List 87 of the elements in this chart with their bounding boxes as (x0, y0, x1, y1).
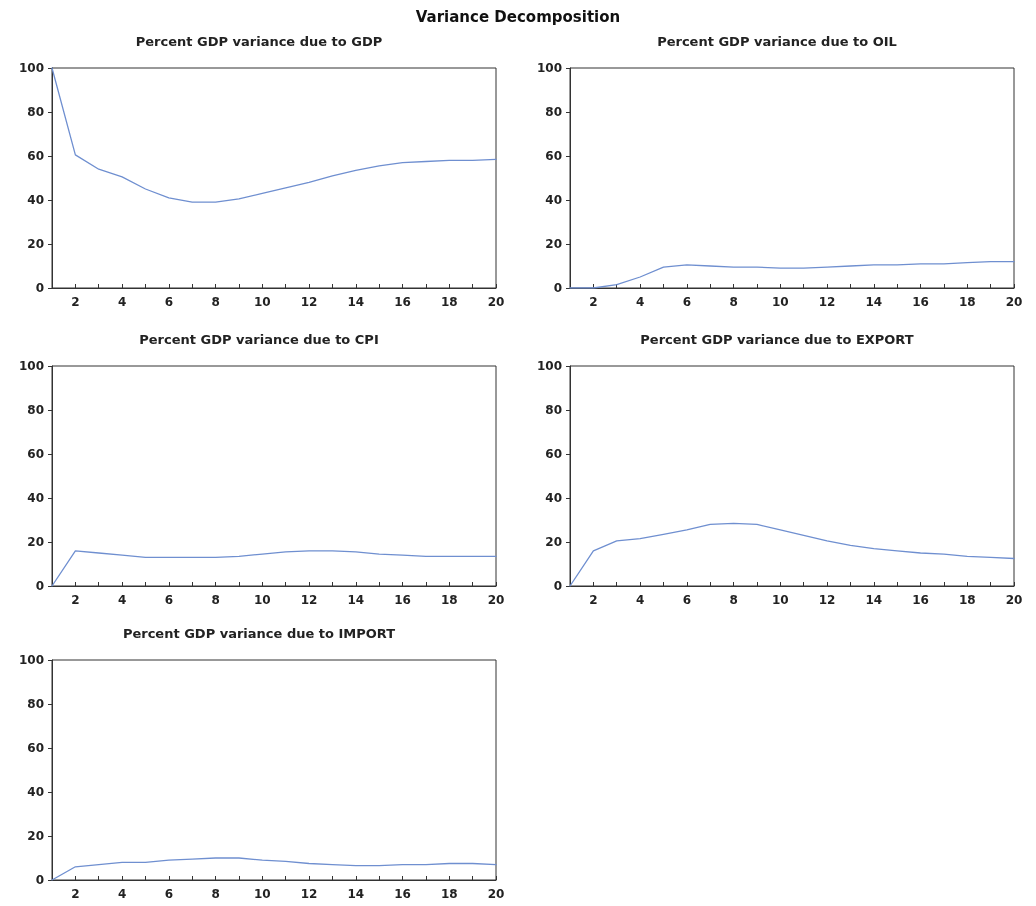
chart-title: Percent GDP variance due to IMPORT (122, 626, 396, 641)
y-tick-label: 80 (27, 403, 44, 417)
y-tick-label: 80 (27, 105, 44, 119)
y-tick-label: 20 (545, 535, 562, 549)
x-tick-label: 18 (440, 887, 458, 901)
y-tick-label: 40 (27, 491, 44, 505)
x-tick-label: 14 (347, 593, 365, 607)
y-tick-label: 60 (27, 741, 44, 755)
x-tick-label: 20 (487, 593, 505, 607)
x-tick-label: 4 (635, 593, 645, 607)
x-tick-label: 14 (347, 295, 365, 309)
y-tick-label: 0 (35, 873, 44, 887)
y-tick-label: 40 (27, 193, 44, 207)
x-tick-label: 8 (211, 593, 220, 607)
y-tick-label: 20 (545, 237, 562, 251)
x-tick-label: 2 (71, 593, 80, 607)
chart-title: Percent GDP variance due to GDP (135, 34, 383, 49)
x-tick-label: 20 (1005, 593, 1023, 607)
x-tick-label: 6 (682, 593, 692, 607)
y-tick-label: 60 (545, 149, 562, 163)
x-tick-label: 10 (771, 593, 789, 607)
y-tick-label: 60 (27, 447, 44, 461)
y-tick-label: 60 (545, 447, 562, 461)
x-tick-label: 6 (164, 295, 174, 309)
y-tick-label: 40 (545, 193, 562, 207)
y-tick-label: 80 (27, 697, 44, 711)
x-tick-label: 6 (164, 593, 174, 607)
y-tick-label: 100 (536, 359, 562, 373)
x-tick-label: 6 (682, 295, 692, 309)
x-tick-label: 16 (394, 295, 411, 309)
x-tick-label: 20 (487, 295, 505, 309)
y-tick-label: 80 (545, 105, 562, 119)
chart-title: Percent GDP variance due to OIL (657, 34, 897, 49)
x-tick-label: 4 (117, 887, 127, 901)
x-tick-label: 8 (729, 593, 738, 607)
x-tick-label: 10 (253, 593, 271, 607)
x-tick-label: 4 (117, 295, 127, 309)
x-tick-label: 12 (300, 593, 318, 607)
x-tick-label: 10 (771, 295, 789, 309)
line-series (51, 67, 497, 203)
x-tick-label: 12 (300, 295, 318, 309)
y-tick-label: 20 (27, 829, 44, 843)
y-tick-label: 40 (27, 785, 44, 799)
x-tick-label: 10 (253, 295, 271, 309)
x-tick-label: 18 (958, 593, 976, 607)
x-tick-label: 12 (300, 887, 318, 901)
y-tick-label: 100 (18, 653, 44, 667)
x-tick-label: 12 (818, 295, 836, 309)
x-tick-label: 18 (958, 295, 976, 309)
y-tick-label: 100 (18, 359, 44, 373)
x-tick-label: 18 (440, 593, 458, 607)
y-tick-label: 100 (536, 61, 562, 75)
x-tick-label: 20 (1005, 295, 1023, 309)
x-tick-label: 16 (394, 887, 411, 901)
x-tick-label: 16 (912, 593, 929, 607)
x-tick-label: 14 (865, 295, 883, 309)
x-tick-label: 14 (865, 593, 883, 607)
chart-title: Percent GDP variance due to EXPORT (640, 332, 914, 347)
y-tick-label: 40 (545, 491, 562, 505)
x-tick-label: 2 (71, 295, 80, 309)
x-tick-label: 20 (487, 887, 505, 901)
x-tick-label: 8 (211, 887, 220, 901)
y-tick-label: 100 (18, 61, 44, 75)
y-tick-label: 20 (27, 535, 44, 549)
y-tick-label: 20 (27, 237, 44, 251)
y-tick-label: 80 (545, 403, 562, 417)
y-tick-label: 0 (35, 579, 44, 593)
x-tick-label: 2 (589, 295, 598, 309)
x-tick-label: 12 (818, 593, 836, 607)
x-tick-label: 8 (729, 295, 738, 309)
x-tick-label: 14 (347, 887, 365, 901)
x-tick-label: 10 (253, 887, 271, 901)
x-tick-label: 4 (635, 295, 645, 309)
chart-title: Percent GDP variance due to CPI (139, 332, 379, 347)
x-tick-label: 8 (211, 295, 220, 309)
x-tick-label: 16 (912, 295, 929, 309)
x-tick-label: 18 (440, 295, 458, 309)
text: Variance Decomposition (415, 7, 621, 26)
y-tick-label: 0 (553, 579, 562, 593)
y-tick-label: 0 (553, 281, 562, 295)
y-tick-label: 60 (27, 149, 44, 163)
x-tick-label: 4 (117, 593, 127, 607)
x-tick-label: 6 (164, 887, 174, 901)
x-tick-label: 16 (394, 593, 411, 607)
y-tick-label: 0 (35, 281, 44, 295)
x-tick-label: 2 (71, 887, 80, 901)
x-tick-label: 2 (589, 593, 598, 607)
